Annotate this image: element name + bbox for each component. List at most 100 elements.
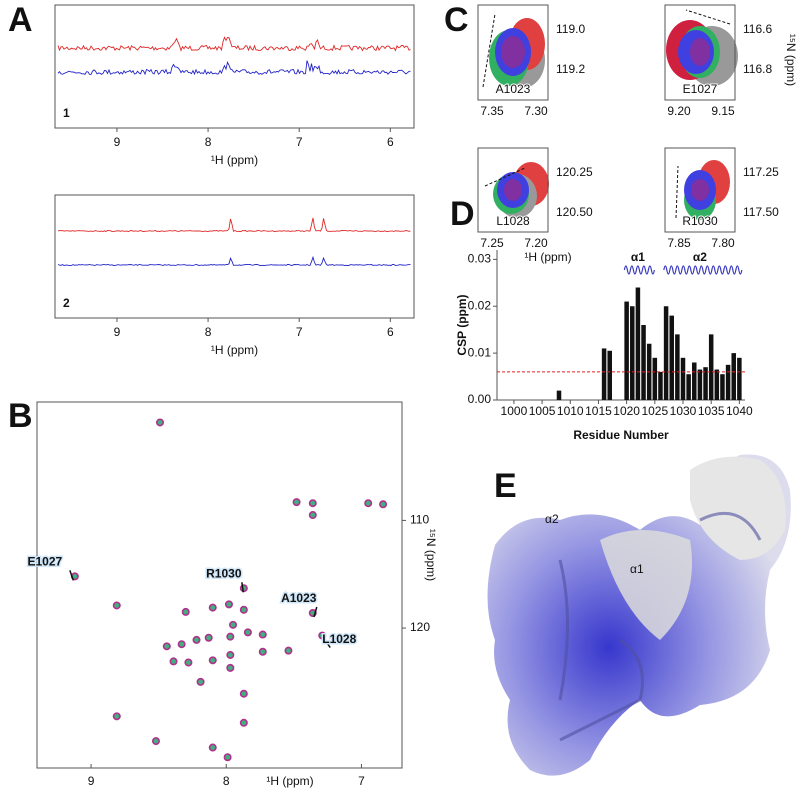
- peak: [112, 601, 121, 610]
- structure-label: α2: [545, 512, 559, 526]
- bar: [737, 357, 742, 400]
- peak: [258, 630, 267, 639]
- plot-frame: [54, 194, 415, 319]
- panel-letter: B: [8, 397, 33, 435]
- bar: [708, 334, 714, 400]
- peak: [379, 500, 388, 509]
- peak: [226, 650, 235, 659]
- annotation-label: A1023: [281, 591, 317, 605]
- x-tick-label: 7: [358, 774, 365, 788]
- peak: [258, 647, 267, 656]
- spectrum-trace: [57, 36, 411, 52]
- peak: [192, 635, 201, 644]
- x-tick-label: 1010: [557, 404, 584, 418]
- peak: [239, 584, 248, 593]
- y-tick-label: 0.01: [468, 345, 492, 359]
- helix-wave: [663, 265, 743, 275]
- peak: [184, 658, 193, 667]
- peak: [308, 499, 317, 508]
- x-tick-label: 1040: [726, 404, 753, 418]
- x-tick-label: 9: [114, 325, 121, 339]
- inset-label: L1028: [496, 214, 530, 228]
- peak: [239, 689, 248, 698]
- x-tick-label: 1020: [613, 404, 640, 418]
- bar: [556, 390, 562, 400]
- y-tick-label: 120.25: [556, 165, 593, 179]
- trace-label: 2: [63, 296, 70, 310]
- helix-wave: [623, 265, 655, 275]
- x-tick-label: 7.85: [667, 236, 691, 250]
- x-tick-label: 1030: [670, 404, 697, 418]
- x-tick-label: 9: [114, 135, 121, 149]
- bar: [663, 306, 669, 400]
- peak: [284, 646, 293, 655]
- x-tick-label: 7.35: [480, 104, 504, 118]
- x-tick-label: 9.20: [667, 104, 691, 118]
- x-axis-label: ¹H (ppm): [211, 343, 258, 357]
- annotation-label: L1028: [322, 632, 356, 646]
- panel-letter: E: [494, 467, 517, 505]
- inset-frame: [664, 147, 736, 233]
- y-tick-label: 120.50: [556, 205, 593, 219]
- peak: [243, 628, 252, 637]
- bar: [669, 315, 674, 400]
- annotation-arrow: [69, 570, 75, 581]
- peak: [239, 605, 248, 614]
- bar: [692, 362, 697, 400]
- plot-frame: [36, 401, 403, 769]
- peak: [226, 663, 235, 672]
- peak: [229, 620, 238, 629]
- inset-frame: [477, 4, 549, 101]
- annotation-label: R1030: [206, 566, 242, 580]
- peak: [169, 657, 178, 666]
- bar: [725, 364, 731, 400]
- spectrum-trace: [57, 60, 411, 76]
- x-axis-label: ¹H (ppm): [266, 774, 313, 788]
- bar: [720, 374, 725, 400]
- y-tick-label: 120: [410, 620, 430, 634]
- x-tick-label: 9.15: [711, 104, 735, 118]
- x-tick-label: 8: [205, 135, 212, 149]
- bar: [658, 371, 663, 400]
- bar: [697, 369, 703, 400]
- y-tick-label: 119.0: [556, 22, 585, 36]
- inset-label: E1027: [683, 82, 718, 96]
- spectrum-trace: [57, 255, 411, 266]
- bar: [607, 350, 612, 400]
- helix-label: α2: [693, 250, 707, 264]
- inset-frame: [664, 4, 736, 101]
- trace-label: 1: [63, 106, 70, 120]
- bar: [703, 367, 708, 400]
- peak: [292, 498, 301, 507]
- x-axis-label: Residue Number: [573, 428, 669, 442]
- y-tick-label: 117.50: [743, 205, 779, 219]
- peak: [364, 499, 373, 508]
- panel-letter: D: [450, 195, 475, 233]
- helix-label: α1: [631, 250, 645, 264]
- y-tick-label: 0.00: [468, 392, 492, 406]
- bar: [686, 374, 691, 400]
- inset-contours: [482, 9, 738, 220]
- bar: [714, 369, 720, 400]
- peak: [204, 633, 213, 642]
- peak: [308, 511, 317, 520]
- inset-label: A1023: [496, 82, 531, 96]
- x-tick-label: 7: [296, 135, 303, 149]
- annotation-arrow: [324, 639, 331, 649]
- panel-letter: C: [444, 1, 469, 39]
- bar: [652, 357, 658, 400]
- y-axis-label: ¹⁵N (ppm): [784, 34, 798, 86]
- peak: [208, 656, 217, 665]
- annotation-arrow: [313, 606, 318, 618]
- x-tick-label: 1035: [698, 404, 725, 418]
- bar: [680, 357, 686, 400]
- x-tick-label: 1015: [585, 404, 612, 418]
- peak: [162, 642, 171, 651]
- x-tick-label: 1000: [501, 404, 528, 418]
- x-tick-label: 7.25: [480, 236, 504, 250]
- peak: [223, 753, 232, 762]
- panel-letter: A: [8, 1, 33, 39]
- peak: [224, 600, 233, 609]
- annotation-arrow: [241, 582, 244, 593]
